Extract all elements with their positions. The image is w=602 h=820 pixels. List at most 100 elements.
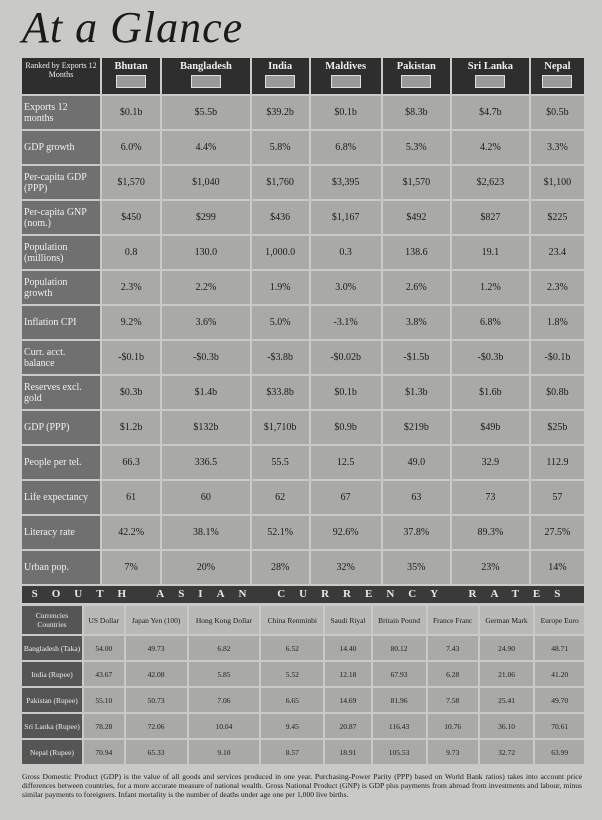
cell-text: 9.10 [217,747,231,757]
row-label-text: Inflation CPI [24,317,77,328]
cell: 32.72 [479,740,534,764]
cell-text: 6.0% [120,142,142,153]
flag [475,75,506,88]
cell-text: 63.99 [551,747,569,757]
cell-text: 138.6 [405,247,428,258]
cell-text: 336.5 [194,457,218,468]
cell-text: 130.0 [194,247,218,258]
cell: $25b [530,411,584,444]
table-row: Sri Lanka (Rupee) 78.28 72.06 10.04 9.45 20.8… [22,714,584,738]
cell-text: 28% [270,562,290,573]
cell-text: $5.5b [194,107,218,118]
cell: $2,623 [451,166,529,199]
cell-text: 5.85 [217,669,231,679]
cell: $1.3b [382,376,450,409]
cell: 35% [382,551,450,584]
cell: 81.96 [372,688,426,712]
cell-text: 3.0% [335,282,357,293]
cell-text: $1.3b [405,387,428,398]
cell: $4.7b [451,96,529,129]
corner-cell: Currencies Countries [22,606,82,634]
corner-cell-text: Ranked by Exports 12 Months [25,61,97,79]
corner-cell-text: Currencies Countries [35,611,69,629]
cell-text: 2.3% [547,282,568,293]
cell: $1.4b [162,376,250,409]
cell-text: 70.61 [551,721,569,731]
column-header-text: Britain Pound [378,615,421,625]
table-row: Life expectancy 61 60 62 67 63 73 57 [22,481,584,514]
cell: 4.4% [162,131,250,164]
cell-text: 42.2% [118,527,145,538]
cell-text: -$0.3b [193,352,219,363]
column-header-text: France Franc [433,615,473,625]
table-row: Nepal (Rupee) 70.94 65.33 9.10 8.57 18.91 105.… [22,740,584,764]
table-row: Population growth 2.3% 2.2% 1.9% 3.0% 2.6% 1.2… [22,271,584,304]
cell-text: 92.6% [332,527,359,538]
column-header-text: Japan Yen (100) [131,615,181,625]
cell-text: 18.91 [339,747,357,757]
flag [330,75,361,88]
cell-text: $299 [195,212,216,223]
column-header-text: Sri Lanka [467,61,514,72]
cell-text: 62 [275,492,286,503]
cell: -$0.02b [310,341,381,374]
cell: 4.2% [451,131,529,164]
cell-text: 2.2% [195,282,217,293]
cell: -$1.5b [382,341,450,374]
cell-text: -$0.02b [330,352,362,363]
row-label-text: GDP growth [24,142,75,153]
row-label: Nepal (Rupee) [22,740,82,764]
cell-text: $1,710b [263,422,297,433]
cell-text: 2.3% [120,282,142,293]
cell: 7% [102,551,161,584]
row-label: Population (millions) [22,236,100,269]
cell-text: 27.5% [544,527,571,538]
column-header: China Renminbi [261,606,324,634]
cell: 6.0% [102,131,161,164]
cell: 61 [102,481,161,514]
cell-text: $1,570 [117,177,145,188]
row-label-text: Life expectancy [24,492,89,503]
table-row: Exports 12 months $0.1b $5.5b $39.2b $0.1b $8… [22,96,584,129]
row-label-text: GDP (PPP) [24,422,70,433]
cell-text: 35% [407,562,426,573]
cell: 5.85 [188,662,260,686]
column-header: US Dollar [84,606,124,634]
cell-text: 105.53 [388,747,410,757]
row-label: Life expectancy [22,481,100,514]
cell: $299 [162,201,250,234]
column-header-text: US Dollar [88,615,120,625]
cell: $0.9b [310,411,381,444]
cell: 57 [530,481,584,514]
row-label: Per-capita GDP (PPP) [22,166,100,199]
cell: 52.1% [251,516,309,549]
cell-text: 1.8% [547,317,568,328]
cell-text: 6.8% [479,317,501,328]
cell: 7.06 [188,688,260,712]
cell: $1.2b [102,411,161,444]
column-header: Britain Pound [372,606,426,634]
cell-text: 49.70 [551,695,569,705]
row-label-text: Exports 12 months [24,101,68,124]
cell-text: 8.57 [285,747,299,757]
cell-text: 9.45 [285,721,299,731]
cell-text: 21.06 [498,669,515,679]
cell-text: 12.18 [339,669,357,679]
cell-text: 116.43 [388,721,410,731]
column-header: Sri Lanka [451,58,529,94]
header-row: Ranked by Exports 12 Months Bhutan Banglad… [22,58,584,94]
cell: 5.8% [251,131,309,164]
cell: 92.6% [310,516,381,549]
cell-text: $219b [403,422,429,433]
cell-text: $1,760 [266,177,294,188]
cell-text: 6.52 [285,643,299,653]
cell: 0.3 [310,236,381,269]
cell-text: $436 [270,212,291,223]
row-label-text: Nepal (Rupee) [30,747,74,757]
cell-text: $8.3b [405,107,428,118]
flag [401,75,432,88]
cell: $1,570 [382,166,450,199]
cell: 49.73 [125,636,187,660]
column-header: Pakistan [382,58,450,94]
cell-text: $49b [480,422,501,433]
